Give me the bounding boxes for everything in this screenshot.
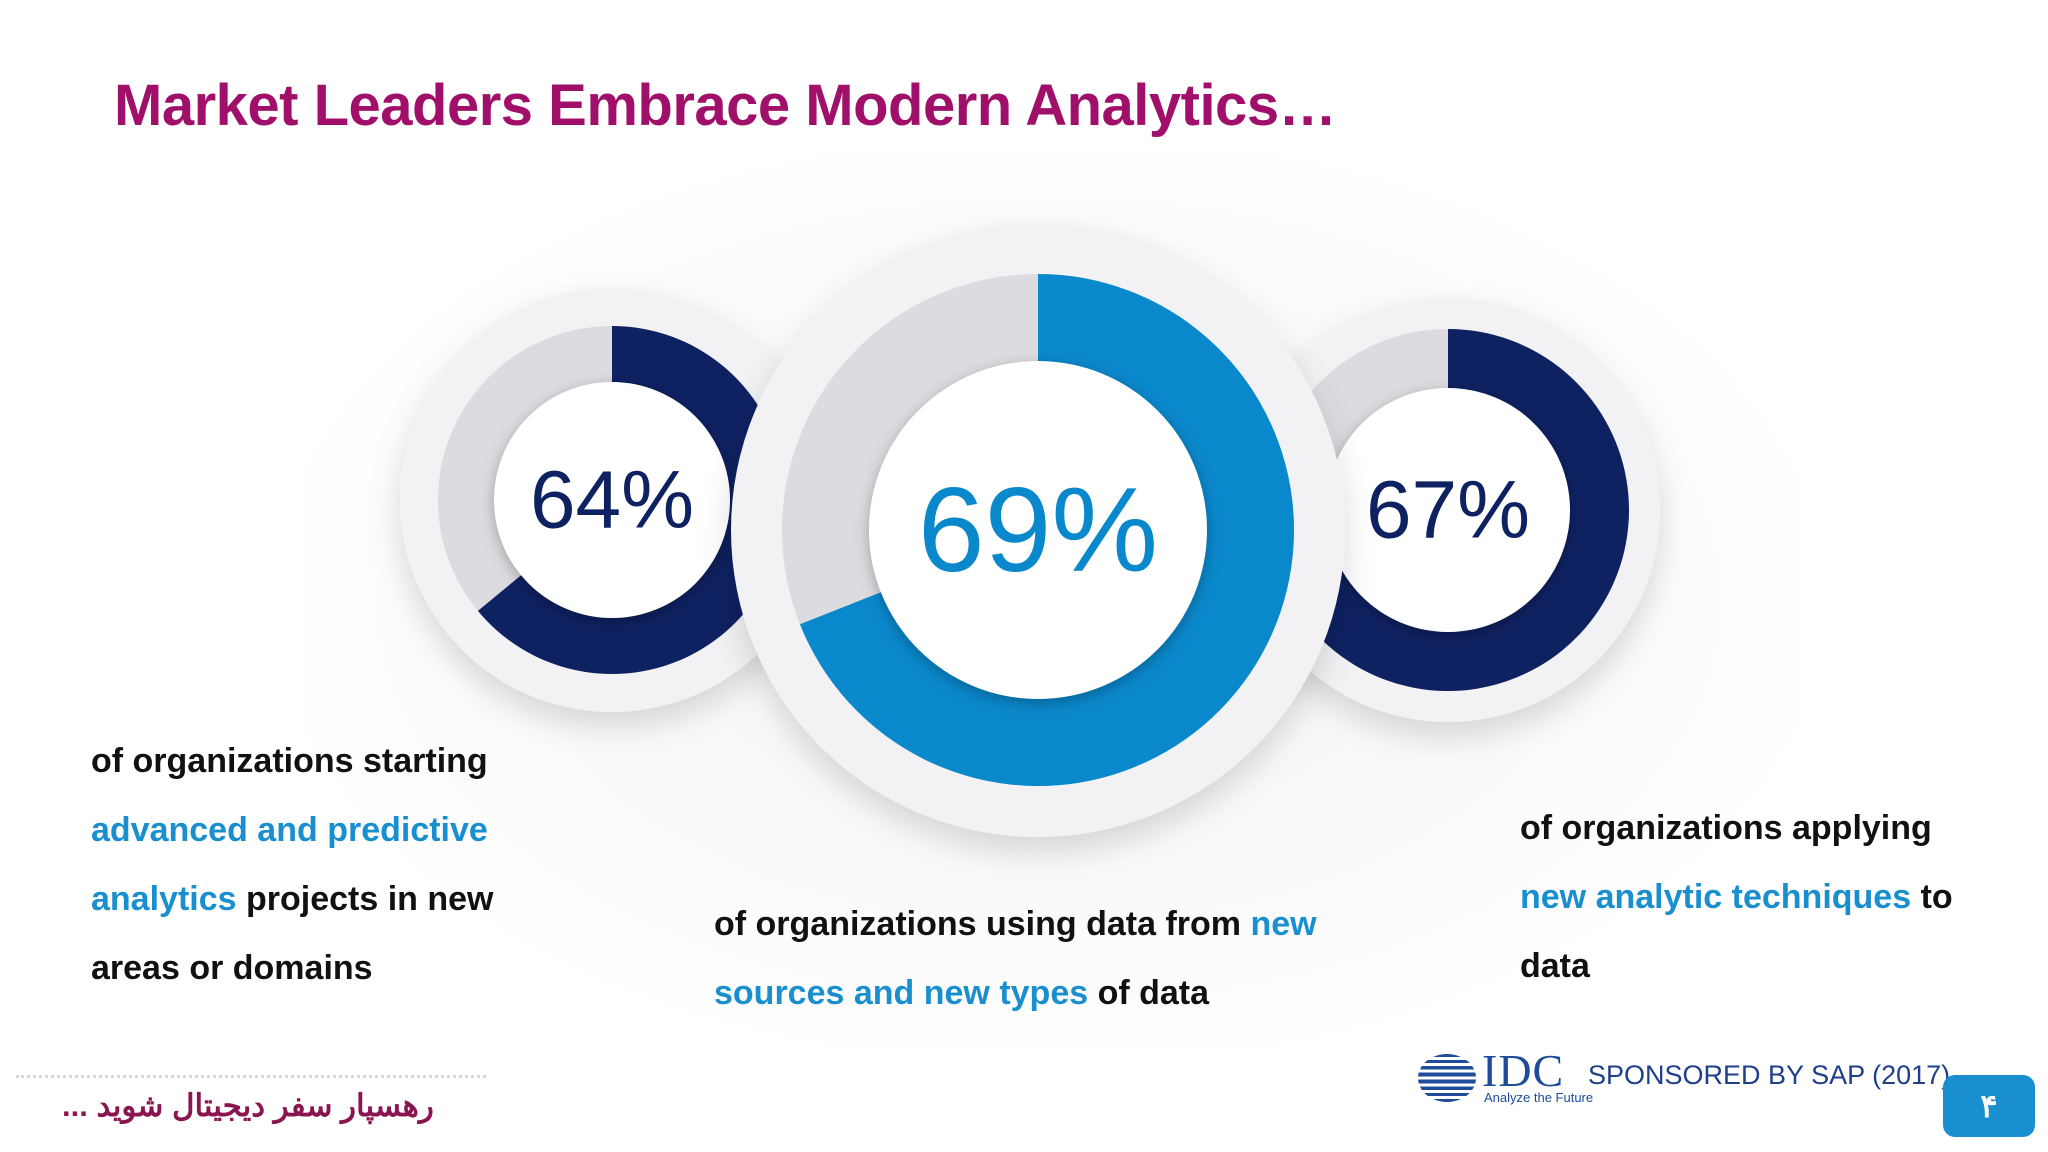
donut-2-value-arc xyxy=(799,274,1294,786)
donut-3-value-arc xyxy=(1289,329,1630,691)
donut-2: 69% xyxy=(731,223,1345,837)
donut-3: 67% xyxy=(1236,298,1660,722)
footer-divider xyxy=(16,1075,486,1078)
description-2-part-b: of data xyxy=(1088,974,1210,1012)
description-2-part-a: of organizations using data from xyxy=(714,905,1251,943)
description-3-highlight: new analytic techniques xyxy=(1520,878,1912,916)
sponsor-text: SPONSORED BY SAP (2017) xyxy=(1588,1060,1951,1090)
footer-persian-text: رهسپار سفر دیجیتال شوید ... xyxy=(62,1088,434,1123)
donut-3-hole xyxy=(1326,388,1570,632)
slide-title: Market Leaders Embrace Modern Analytics… xyxy=(114,73,1337,138)
donut-1-value-arc xyxy=(477,326,786,674)
description-3: of organizations applying new analytic t… xyxy=(1520,794,1990,1001)
globe-icon xyxy=(1418,1054,1476,1102)
idc-logo-text: IDC xyxy=(1482,1045,1565,1096)
donut-1-hole xyxy=(494,382,730,618)
idc-tagline: Analyze the Future xyxy=(1484,1090,1594,1105)
idc-logo: IDC Analyze the Future xyxy=(1416,1045,1593,1108)
donut-2-hole xyxy=(869,361,1207,699)
description-1-part-b: projects in new areas or domains xyxy=(91,880,494,987)
donut-3-percent-label: 67% xyxy=(1366,465,1530,556)
description-3-part-a: of organizations applying xyxy=(1520,809,1932,847)
description-2: of organizations using data from new sou… xyxy=(714,890,1354,1028)
donut-1-percent-label: 64% xyxy=(530,455,694,546)
description-1: of organizations starting advanced and p… xyxy=(91,727,551,1003)
page-number-badge: ۴ xyxy=(1943,1075,2035,1137)
description-1-highlight: advanced and predictive analytics xyxy=(91,811,488,918)
donut-2-percent-label: 69% xyxy=(918,463,1158,597)
description-3-part-b: to data xyxy=(1520,878,1953,985)
donut-1: 64% xyxy=(400,288,824,712)
description-1-part-a: of organizations starting xyxy=(91,742,488,780)
description-2-highlight: new sources and new types xyxy=(714,905,1317,1012)
